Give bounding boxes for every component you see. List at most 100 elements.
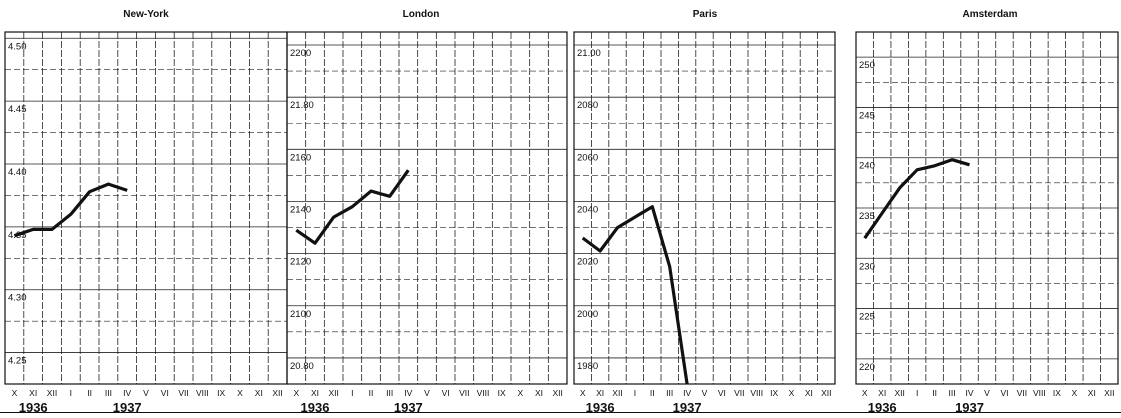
x-tick-label: XII [328, 388, 338, 398]
x-tick-label: XI [878, 388, 886, 398]
y-tick-label: 250 [859, 60, 875, 71]
x-tick-label: VIII [477, 388, 490, 398]
x-tick-label: IV [966, 388, 974, 398]
y-tick-label: 240 [859, 161, 875, 172]
x-tick-label: VII [734, 388, 744, 398]
y-tick-label: 2120 [290, 257, 311, 268]
x-tick-label: I [70, 388, 72, 398]
y-tick-label: 21.80 [290, 100, 314, 111]
plot-frame [4, 31, 288, 385]
y-tick-label: 2040 [577, 204, 598, 215]
x-tick-label: VI [1000, 388, 1008, 398]
chart-title: London [403, 9, 440, 20]
x-tick-label: X [862, 388, 868, 398]
y-tick-label: 235 [859, 211, 875, 222]
y-tick-label: 2020 [577, 257, 598, 268]
x-tick-label: IV [683, 388, 691, 398]
year-label: 1936 [19, 400, 48, 415]
x-tick-label: VIII [1033, 388, 1046, 398]
year-label: 1936 [586, 400, 615, 415]
y-tick-label: 230 [859, 261, 875, 272]
x-tick-label: VIII [196, 388, 209, 398]
x-tick-label: IX [498, 388, 506, 398]
x-tick-label: XII [552, 388, 562, 398]
x-tick-label: XI [29, 388, 37, 398]
x-tick-label: IX [217, 388, 225, 398]
x-tick-label: X [1071, 388, 1077, 398]
x-tick-label: XII [47, 388, 57, 398]
x-tick-label: II [650, 388, 655, 398]
plot-frame [573, 31, 836, 385]
x-tick-label: V [143, 388, 149, 398]
y-tick-label: 4.25 [8, 356, 27, 367]
x-tick-label: I [634, 388, 636, 398]
x-tick-label: IX [770, 388, 778, 398]
plot-frame [855, 31, 1119, 385]
y-tick-label: 2200 [290, 48, 311, 59]
x-tick-label: X [12, 388, 18, 398]
y-tick-label: 225 [859, 312, 875, 323]
x-tick-label: XI [596, 388, 604, 398]
series-line [863, 158, 970, 240]
x-tick-label: XI [805, 388, 813, 398]
y-tick-label: 4.30 [8, 293, 27, 304]
year-label: 1937 [394, 400, 423, 415]
year-label: 1937 [673, 400, 702, 415]
x-tick-label: VI [442, 388, 450, 398]
x-tick-label: V [702, 388, 708, 398]
x-tick-label: I [916, 388, 918, 398]
x-tick-label: X [237, 388, 243, 398]
y-tick-label: 4.45 [8, 104, 27, 115]
x-tick-label: VIII [750, 388, 763, 398]
y-tick-label: 2100 [290, 309, 311, 320]
y-tick-label: 1980 [577, 361, 598, 372]
y-tick-label: 2140 [290, 204, 311, 215]
x-tick-label: IV [404, 388, 412, 398]
series-line [295, 169, 410, 245]
y-tick-label: 245 [859, 110, 875, 121]
x-tick-label: VI [161, 388, 169, 398]
x-tick-label: X [517, 388, 523, 398]
x-tick-label: XII [821, 388, 831, 398]
x-tick-label: XII [894, 388, 904, 398]
x-tick-label: XI [535, 388, 543, 398]
x-tick-label: VII [178, 388, 188, 398]
year-label: 1936 [301, 400, 330, 415]
y-tick-label: 220 [859, 362, 875, 373]
x-tick-label: X [293, 388, 299, 398]
year-label: 1937 [113, 400, 142, 415]
y-tick-label: 2000 [577, 309, 598, 320]
y-tick-label: 21.00 [577, 48, 601, 59]
year-label: 1937 [955, 400, 984, 415]
y-tick-label: 2060 [577, 152, 598, 163]
x-tick-label: I [351, 388, 353, 398]
year-label: 1936 [868, 400, 897, 415]
x-tick-label: VI [718, 388, 726, 398]
y-tick-label: 4.50 [8, 41, 27, 52]
y-tick-label: 20.80 [290, 361, 314, 372]
x-tick-label: II [932, 388, 937, 398]
x-tick-label: XII [272, 388, 282, 398]
series-line [581, 205, 689, 384]
y-tick-label: 2160 [290, 152, 311, 163]
x-tick-label: X [580, 388, 586, 398]
x-tick-label: VII [459, 388, 469, 398]
series-line [13, 182, 128, 238]
x-tick-label: II [87, 388, 92, 398]
bottom-rule [0, 412, 1121, 413]
x-tick-label: XI [255, 388, 263, 398]
x-tick-label: III [949, 388, 956, 398]
chart-title: Paris [693, 9, 718, 20]
x-tick-label: XII [1104, 388, 1114, 398]
y-tick-label: 2080 [577, 100, 598, 111]
x-tick-label: VII [1017, 388, 1027, 398]
x-tick-label: XI [1088, 388, 1096, 398]
x-tick-label: IV [123, 388, 131, 398]
x-tick-label: XII [612, 388, 622, 398]
chart-title: Amsterdam [962, 9, 1017, 20]
x-tick-label: IX [1053, 388, 1061, 398]
chart-title: New-York [123, 9, 169, 20]
